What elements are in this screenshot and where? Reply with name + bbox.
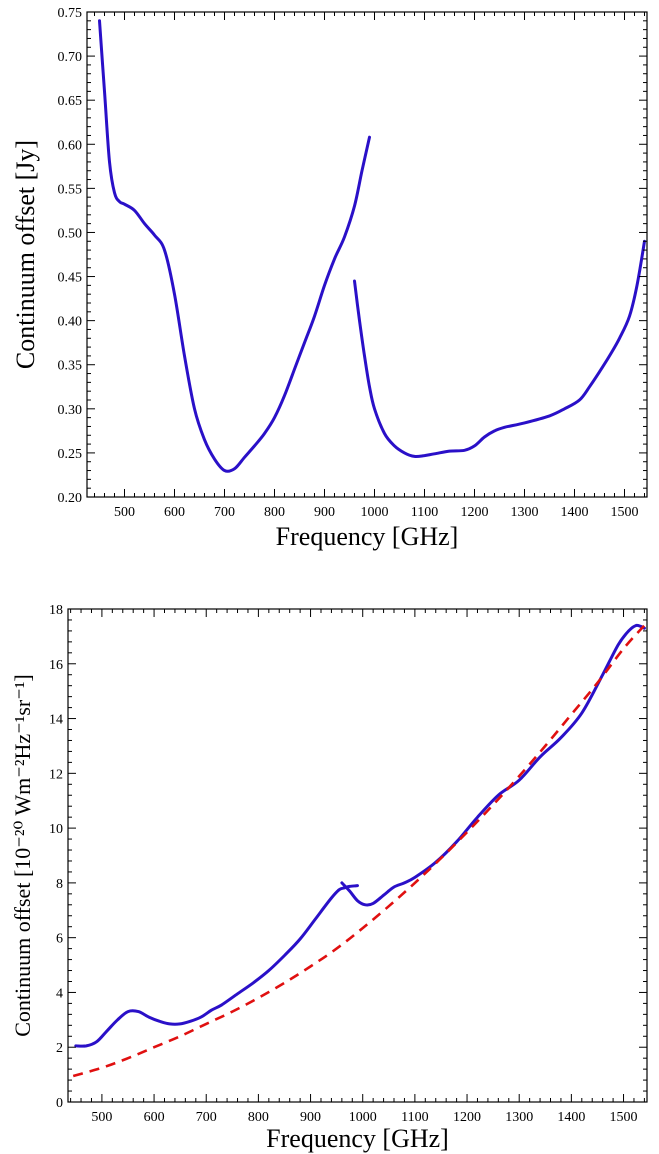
- y-tick-label: 12: [49, 767, 63, 782]
- x-tick-label: 800: [264, 505, 285, 520]
- chart-bottom-lines: [72, 623, 646, 1078]
- y-tick-label: 18: [49, 603, 63, 618]
- x-tick-label: 600: [164, 505, 185, 520]
- chart-top-frame: [86, 11, 648, 498]
- y-tick-label: 0.20: [58, 491, 83, 506]
- x-tick-label: 500: [91, 1110, 112, 1125]
- chart-top-x-axis-title: Frequency [GHz]: [276, 522, 459, 551]
- chart-0-series-0-line: [98, 19, 371, 473]
- chart-top-lines: [98, 19, 646, 473]
- x-tick-label: 1200: [453, 1110, 481, 1125]
- y-tick-label: 0.45: [58, 271, 83, 286]
- y-tick-label: 0.30: [58, 403, 83, 418]
- chart-bottom-y-axis-title: Continuum offset [10⁻²⁰ Wm⁻²Hz⁻¹sr⁻¹]: [10, 674, 35, 1037]
- x-tick-label: 900: [314, 505, 335, 520]
- chart-bottom-continuum-intensity: 500 600 700 800 900 1000 1100 1200 1300 1400 1500 …: [10, 603, 648, 1153]
- y-tick-label: 6: [56, 932, 63, 947]
- y-tick-label: 0.70: [58, 50, 83, 65]
- x-tick-label: 700: [214, 505, 235, 520]
- y-tick-label: 8: [56, 877, 63, 892]
- chart-bottom-y-ticks: 0 2 4 6 8 10 12 14 16 18: [49, 603, 647, 1111]
- y-tick-label: 10: [49, 822, 63, 837]
- chart-top-y-ticks: 0.20 0.25 0.30 0.35 0.40 0.45 0.50 0.55 0.60 0.65…: [58, 6, 647, 506]
- y-tick-label: 0.55: [58, 182, 83, 197]
- chart-top-y-axis-title: Continuum offset [Jy]: [11, 140, 40, 369]
- x-tick-label: 500: [114, 505, 135, 520]
- chart-bottom-x-axis-title: Frequency [GHz]: [266, 1124, 449, 1153]
- x-tick-label: 1100: [401, 1110, 428, 1125]
- chart-top-x-ticks: 500 600 700 800 900 1000 1100 1200 1300 1400 1500: [94, 12, 645, 520]
- y-tick-label: 0.60: [58, 138, 83, 153]
- y-tick-label: 0.65: [58, 94, 83, 109]
- chart-1-series-1-line: [340, 623, 646, 907]
- chart-1-series-2-dashed-line: [72, 624, 646, 1078]
- x-tick-label: 1000: [361, 505, 389, 520]
- y-tick-label: 16: [49, 658, 63, 673]
- x-tick-label: 1400: [561, 505, 589, 520]
- y-tick-label: 0.40: [58, 315, 83, 330]
- chart-1-series-0-line: [74, 884, 359, 1048]
- y-tick-label: 0.35: [58, 359, 83, 374]
- x-tick-label: 700: [196, 1110, 217, 1125]
- chart-top-continuum-jy: 500 600 700 800 900 1000 1100 1200 1300 1400 1500 …: [11, 6, 648, 551]
- y-tick-label: 4: [56, 986, 63, 1001]
- x-tick-label: 1200: [461, 505, 489, 520]
- x-tick-label: 1500: [611, 505, 639, 520]
- chart-bottom-frame: [67, 608, 648, 1103]
- x-tick-label: 900: [300, 1110, 321, 1125]
- y-tick-label: 0.50: [58, 226, 83, 241]
- y-tick-label: 0: [56, 1096, 63, 1111]
- x-tick-label: 1300: [505, 1110, 533, 1125]
- x-tick-label: 1300: [511, 505, 539, 520]
- y-tick-label: 0.75: [58, 6, 83, 21]
- x-tick-label: 1100: [411, 505, 438, 520]
- chart-0-series-1-line: [353, 239, 646, 459]
- chart-bottom-x-ticks: 500 600 700 800 900 1000 1100 1200 1300 1400 1500: [70, 609, 645, 1125]
- x-tick-label: 800: [248, 1110, 269, 1125]
- y-tick-label: 0.25: [58, 447, 83, 462]
- x-tick-label: 1500: [610, 1110, 638, 1125]
- x-tick-label: 1000: [349, 1110, 377, 1125]
- x-tick-label: 1400: [557, 1110, 585, 1125]
- y-tick-label: 2: [56, 1041, 63, 1056]
- y-tick-label: 14: [49, 713, 63, 728]
- x-tick-label: 600: [144, 1110, 165, 1125]
